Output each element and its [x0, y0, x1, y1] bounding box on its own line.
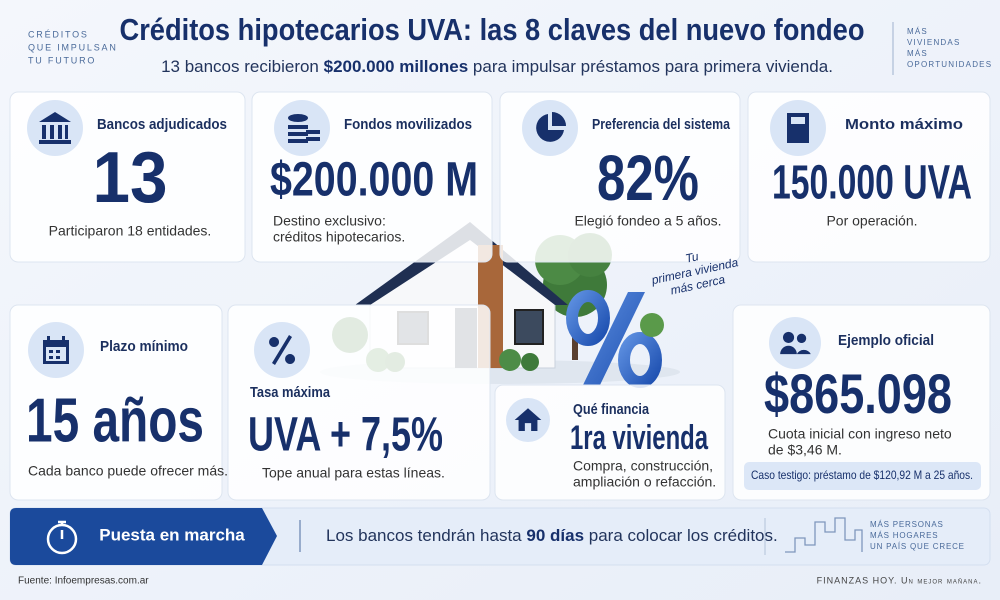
tagline-line: Tu [684, 249, 700, 265]
card-note: Compra, construcción, [573, 458, 713, 474]
icon-glyph [780, 331, 811, 355]
left-tagline: CRÉDITOS [28, 29, 89, 39]
icon-glyph [43, 336, 69, 364]
card-note: Elegió fondeo a 5 años. [574, 213, 721, 229]
card-note: Destino exclusivo: [273, 213, 386, 229]
icon [28, 322, 84, 378]
skyline [785, 517, 863, 553]
card-label: Preferencia del sistema [592, 116, 731, 133]
banner-text-part: para colocar los créditos. [584, 526, 778, 545]
card-note: créditos hipotecarios. [273, 229, 405, 245]
right-tagline: VIVIENDAS [907, 38, 960, 47]
banner-tagline: MÁS HOGARES [870, 531, 938, 540]
card-value: 15 años [26, 386, 204, 455]
badge [744, 462, 981, 490]
icon-glyph [39, 112, 71, 144]
card-value: 150.000 UVA [772, 157, 972, 210]
icon-glyph [269, 335, 296, 365]
brand: FINANZAS HOY. Un mejor mañana. [817, 575, 982, 585]
card-label: Ejemplo oficial [838, 332, 934, 349]
subtitle-part: $200.000 millones [324, 57, 469, 76]
icon [254, 322, 310, 378]
subtitle-part: para impulsar préstamos para primera viv… [468, 57, 833, 76]
stopwatch-hand [58, 520, 66, 539]
icon [769, 317, 821, 369]
banner-label: Puesta en marcha [99, 525, 245, 544]
card-note: Tope anual para estas líneas. [262, 465, 445, 481]
icon-glyph [787, 113, 809, 143]
banner-text-part: 90 días [526, 526, 584, 545]
card-note: de $3,46 M. [768, 442, 842, 458]
card-label: Plazo mínimo [100, 338, 188, 355]
card-value: $865.098 [764, 362, 952, 425]
title: Créditos hipotecarios UVA: las 8 claves … [120, 12, 865, 47]
card-note: ampliación o refacción. [573, 474, 716, 490]
right-tagline: MÁS [907, 27, 928, 36]
left-tagline: TU FUTURO [28, 55, 96, 65]
icon [770, 100, 826, 156]
card-label: Tasa máxima [250, 384, 331, 401]
card-value: $200.000 M [270, 154, 478, 207]
banner-tagline: MÁS PERSONAS [870, 520, 944, 529]
icon [274, 100, 330, 156]
banner-text-part: Los bancos tendrán hasta [326, 526, 526, 545]
card-label: Bancos adjudicados [97, 116, 227, 133]
subtitle: 13 bancos recibieron $200.000 millones p… [161, 57, 833, 76]
banner-text: Los bancos tendrán hasta 90 días para co… [326, 526, 778, 545]
card-value: 13 [93, 138, 168, 218]
left-tagline: QUE IMPULSAN [28, 42, 118, 52]
card-label: Monto máximo [845, 116, 963, 133]
icon [522, 100, 578, 156]
icon-circle [522, 100, 578, 156]
card-note: Cuota inicial con ingreso neto [768, 426, 952, 442]
card-note: Por operación. [826, 213, 917, 229]
card-label: Qué financia [573, 401, 650, 418]
card-value: 1ra vivienda [570, 419, 709, 457]
subtitle-part: 13 bancos recibieron [161, 57, 324, 76]
card-note: Participaron 18 entidades. [49, 223, 212, 239]
icon-glyph [536, 112, 566, 142]
icon-circle [769, 317, 821, 369]
card-value: UVA + 7,5% [248, 409, 443, 462]
banner-tagline: UN PAÍS QUE CRECE [870, 542, 965, 551]
badge-text: Caso testigo: préstamo de $120,92 M a 25… [751, 468, 973, 482]
card [494, 384, 726, 501]
right-tagline: MÁS [907, 49, 928, 58]
icon-glyph [514, 408, 542, 431]
icon [27, 100, 83, 156]
right-tagline: OPORTUNIDADES [907, 60, 992, 69]
icon-glyph [288, 114, 320, 143]
card-value: 82% [597, 142, 699, 214]
icon [506, 398, 550, 442]
card-label: Fondos movilizados [344, 116, 472, 133]
banner-arrow [10, 508, 277, 565]
icon-circle [27, 100, 83, 156]
source: Fuente: Infoempresas.com.ar [18, 576, 149, 587]
card-note: Cada banco puede ofrecer más. [28, 463, 228, 479]
